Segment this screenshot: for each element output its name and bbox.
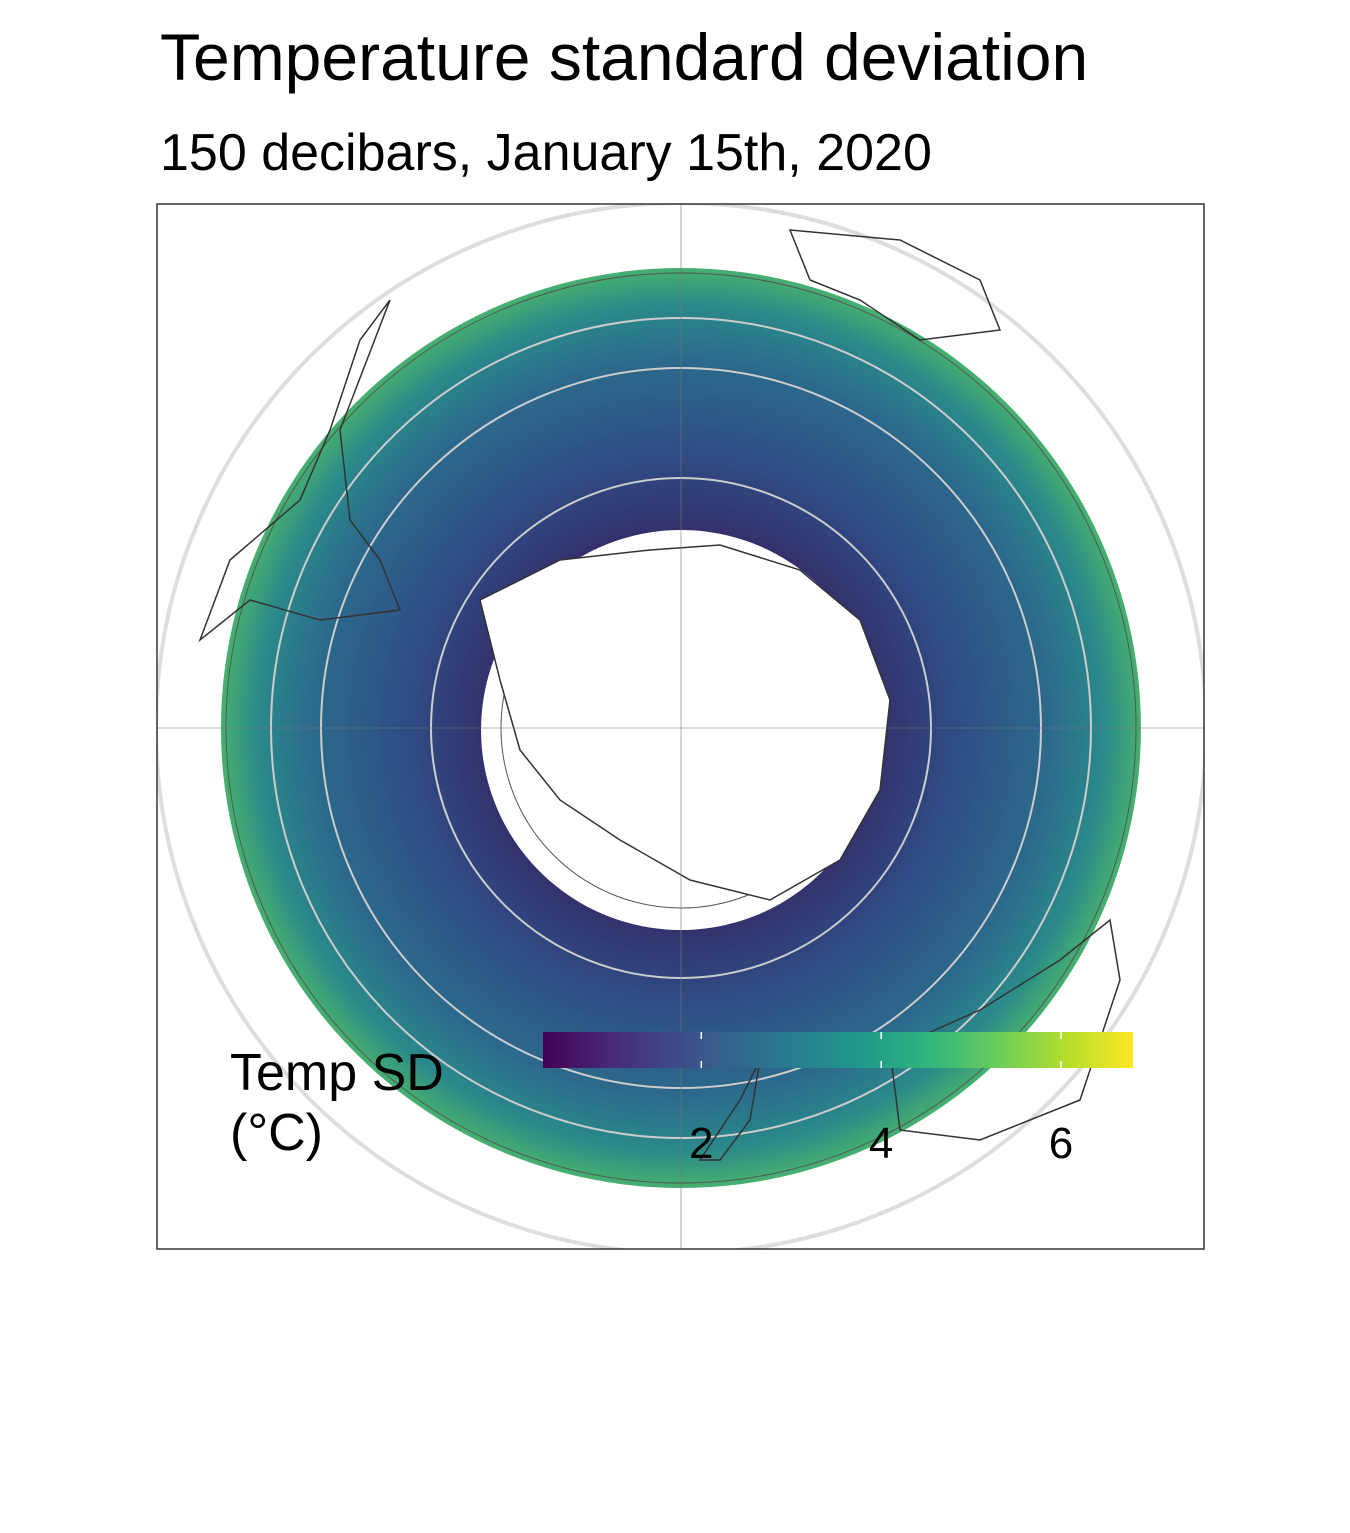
colorbar-tick-label: 2 xyxy=(689,1119,713,1168)
title: Temperature standard deviation xyxy=(160,20,1088,94)
map-frame xyxy=(156,203,1205,1250)
legend-title: Temp SD xyxy=(230,1044,444,1102)
antarctica xyxy=(479,544,891,901)
map xyxy=(157,204,1204,1249)
australia xyxy=(889,918,1121,1141)
subtitle: 150 decibars, January 15th, 2020 xyxy=(160,124,932,182)
legend-title: (°C) xyxy=(230,1104,323,1162)
new-zealand xyxy=(698,1059,761,1161)
south-america xyxy=(198,299,402,643)
colorbar xyxy=(543,1032,1133,1068)
colorbar-tick-label: 6 xyxy=(1049,1119,1073,1168)
sd-field xyxy=(220,268,1141,1188)
africa xyxy=(788,229,1002,341)
colorbar-tick-label: 4 xyxy=(869,1119,893,1168)
